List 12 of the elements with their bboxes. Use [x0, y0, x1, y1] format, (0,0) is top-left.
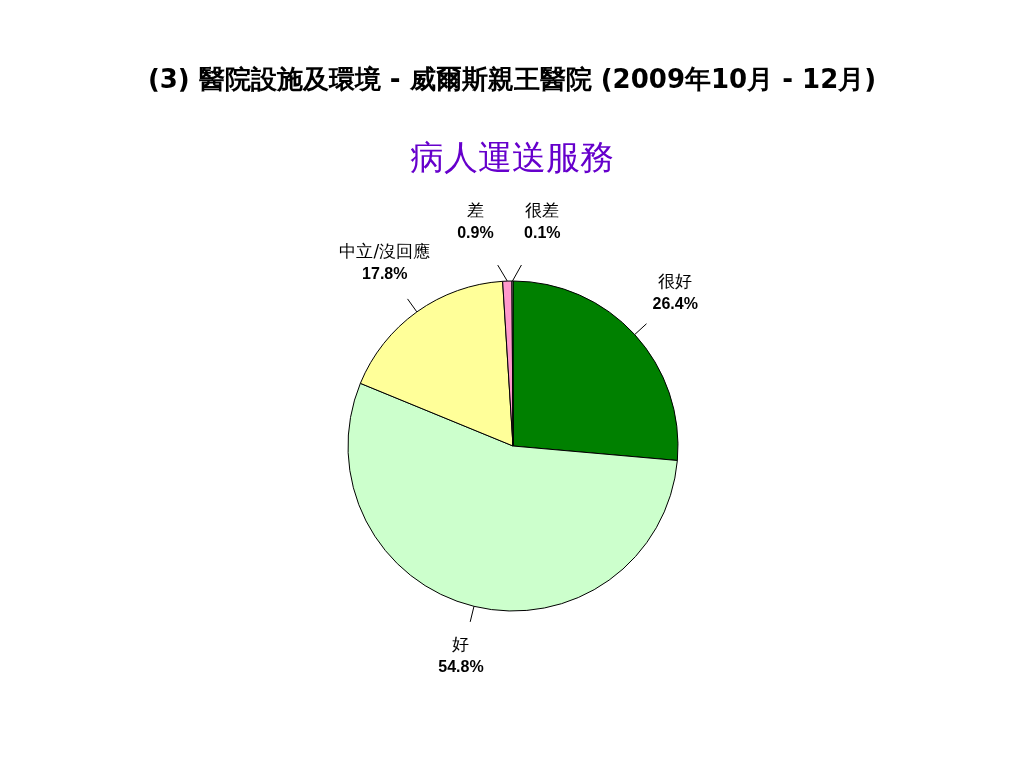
chart-subtitle: 病人運送服務 — [409, 136, 615, 179]
slice-label: 差 — [466, 200, 484, 221]
chart-title: (3) 醫院設施及環境 - 威爾斯親王醫院 (2009年10月 - 12月) — [146, 63, 878, 96]
data-label: 54.8% — [438, 657, 484, 675]
data-label: 17.8% — [362, 265, 408, 283]
slice-label: 很好 — [658, 271, 693, 292]
data-label: 0.1% — [524, 224, 561, 241]
slice-label: 好 — [452, 633, 470, 654]
data-label: 26.4% — [652, 295, 698, 313]
data-label: 0.9% — [457, 224, 494, 242]
slice-label: 中立/沒回應 — [339, 241, 431, 262]
slice-label: 很差 — [525, 200, 560, 220]
